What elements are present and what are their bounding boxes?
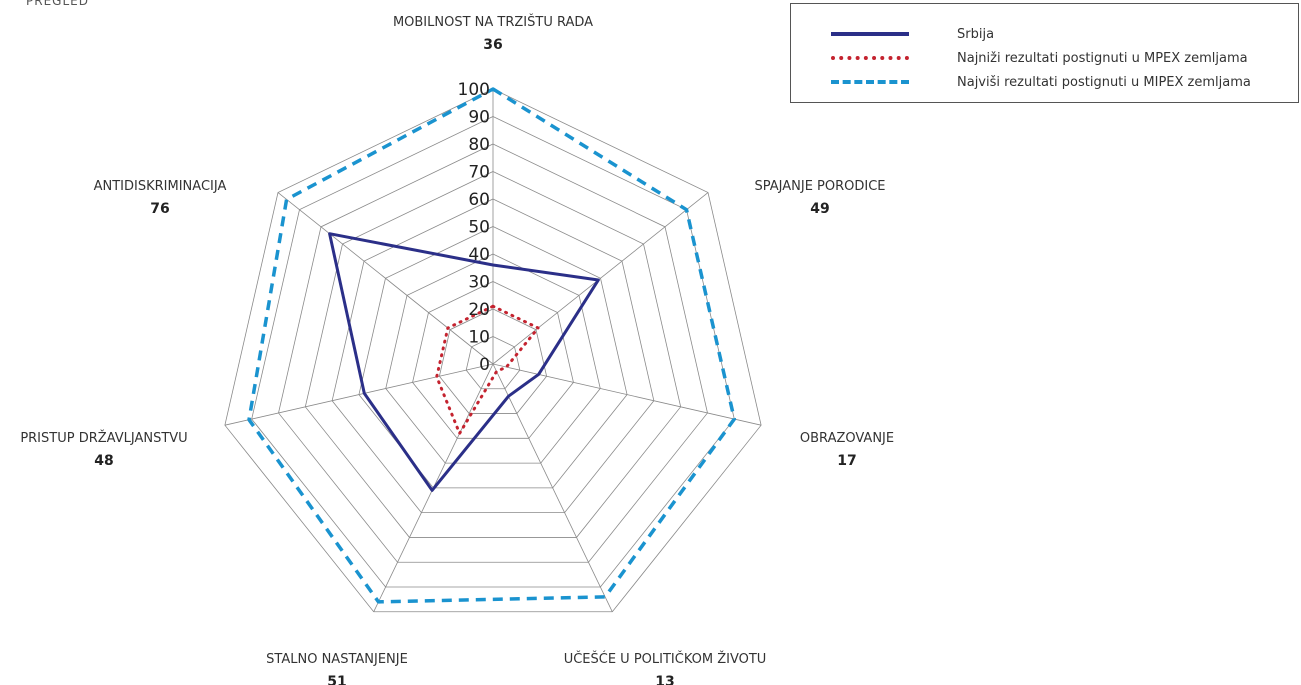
legend-label: Najviši rezultati postignuti u MIPEX zem…	[957, 75, 1251, 90]
category-label: UČEŠĆE U POLITIČKOM ŽIVOTU	[564, 651, 767, 667]
category-value-label: 17	[837, 453, 856, 469]
grid-ring	[278, 143, 708, 563]
legend-item-highest: Najviši rezultati postignuti u MIPEX zem…	[791, 73, 1298, 93]
tick-label: 70	[468, 163, 490, 183]
legend-solid-line-icon	[831, 32, 909, 36]
category-label: PRISTUP DRŽAVLJANSTVU	[20, 430, 187, 446]
series-line	[247, 87, 737, 604]
legend: Srbija Najniži rezultati postignuti u MP…	[790, 3, 1299, 103]
category-label: SPAJANJE PORODICE	[754, 179, 885, 194]
grid-ring	[412, 281, 574, 439]
radial-ticks: 0 10 20 30 40 50 60 70 80 90 100	[458, 80, 490, 375]
tick-label: 80	[468, 135, 490, 155]
radar-axes	[224, 89, 762, 612]
category-label: STALNO NASTANJENJE	[266, 652, 408, 667]
category-value-label: 36	[483, 37, 502, 53]
category-value-label: 76	[150, 201, 169, 217]
legend-label: Najniži rezultati postignuti u MPEX zeml…	[957, 51, 1248, 66]
grid-ring	[224, 88, 762, 613]
category-label: MOBILNOST NA TRZIŠTU RADA	[393, 14, 593, 30]
axis-spoke	[492, 192, 709, 365]
series-line	[435, 304, 540, 435]
tick-label: 60	[468, 190, 490, 210]
tick-label: 10	[468, 328, 490, 348]
axis-spoke	[492, 363, 613, 612]
grid-ring	[358, 226, 628, 489]
tick-label: 90	[468, 108, 490, 128]
category-value-label: 51	[327, 674, 346, 685]
axis-spoke	[492, 363, 762, 426]
grid-ring	[331, 198, 655, 514]
grid-ring	[465, 336, 521, 390]
grid-ring	[385, 253, 601, 464]
legend-dotted-line-icon	[831, 56, 909, 60]
legend-dashed-line-icon	[831, 80, 909, 84]
axis-spoke	[224, 363, 494, 426]
category-value-label: 49	[810, 201, 829, 217]
legend-item-srbija: Srbija	[791, 25, 1298, 45]
tick-label: 40	[468, 245, 490, 265]
series-line	[328, 232, 600, 492]
legend-item-lowest: Najniži rezultati postignuti u MPEX zeml…	[791, 49, 1298, 69]
category-value-label: 13	[655, 674, 674, 685]
radar-series	[247, 87, 737, 604]
category-labels: MOBILNOST NA TRZIŠTU RADA 36 SPAJANJE PORO…	[20, 14, 894, 685]
axis-spoke	[277, 192, 494, 365]
category-label: ANTIDISKRIMINACIJA	[94, 179, 227, 194]
tick-label: 100	[458, 80, 490, 100]
category-label: OBRAZOVANJE	[800, 431, 894, 446]
tick-label: 0	[479, 355, 490, 375]
tick-label: 30	[468, 273, 490, 293]
tick-label: 20	[468, 300, 490, 320]
category-value-label: 48	[94, 453, 113, 469]
tick-label: 50	[468, 218, 490, 238]
legend-label: Srbija	[957, 27, 995, 42]
page-title: PREGLED	[26, 0, 89, 8]
